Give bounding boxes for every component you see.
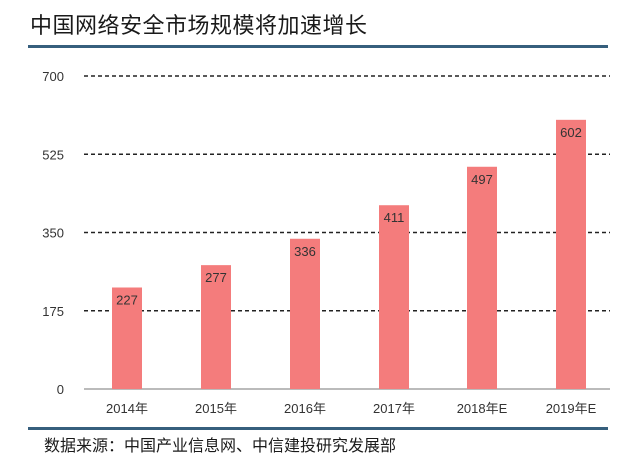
bar-2018年E [467,166,497,389]
bar-2015年 [201,265,231,389]
bar-2017年 [379,205,409,389]
y-tick-label-350: 350 [42,226,64,241]
x-tick-label-2016年: 2016年 [284,401,326,416]
x-tick-label-2015年: 2015年 [195,401,237,416]
chart-bars [112,119,586,389]
y-tick-label-700: 700 [42,69,64,84]
data-label-2017年: 411 [384,210,405,225]
data-label-2018年E: 497 [471,172,493,187]
chart-gridlines [84,75,610,390]
source-note: 数据来源：中国产业信息网、中信建投研究发展部 [44,436,397,455]
footer-divider [28,427,608,430]
data-label-2016年: 336 [294,244,316,259]
y-axis-tick-labels: 0 175 350 525 700 [42,69,64,397]
x-tick-label-2017年: 2017年 [373,401,415,416]
title-divider [28,45,608,48]
y-tick-label-0: 0 [57,382,64,397]
bar-2014年 [112,287,142,389]
bar-2016年 [290,238,320,389]
chart-title: 中国网络安全市场规模将加速增长 [30,14,368,39]
data-label-2015年: 277 [205,270,227,285]
data-label-2019年E: 602 [560,125,582,140]
x-tick-label-2019年E: 2019年E [546,401,597,416]
x-tick-label-2014年: 2014年 [106,401,148,416]
bar-2019年E [556,119,586,389]
x-axis-tick-labels: 2014年 2015年 2016年 2017年 2018年E 2019年E [106,401,597,416]
y-tick-label-175: 175 [42,304,64,319]
y-tick-label-525: 525 [42,147,64,162]
x-tick-label-2018年E: 2018年E [457,401,508,416]
data-label-2014年: 227 [116,292,138,307]
chart-data-labels: 227 277 336 411 497 602 [116,125,582,308]
